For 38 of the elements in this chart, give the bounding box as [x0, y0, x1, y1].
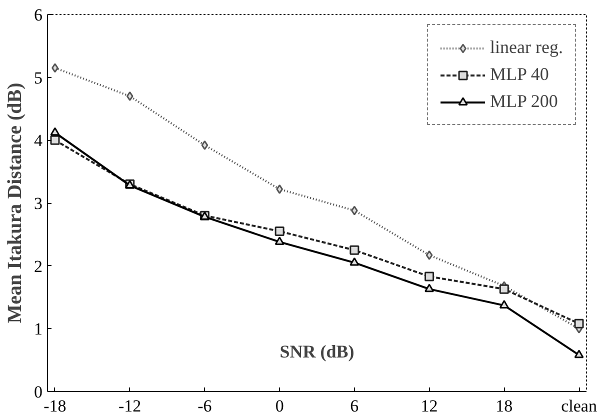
point — [276, 184, 283, 194]
point — [50, 135, 60, 145]
point — [201, 140, 208, 150]
y-tick-label: 2 — [34, 256, 42, 276]
legend-label: MLP 40 — [490, 64, 549, 85]
legend-label: linear reg. — [490, 37, 563, 58]
point — [574, 350, 584, 358]
legend-label: MLP 200 — [490, 91, 558, 112]
point — [351, 206, 358, 216]
y-axis-title: Mean Itakura Distance (dB) — [4, 82, 26, 324]
point — [274, 236, 284, 246]
y-tick-label: 0 — [34, 382, 42, 402]
point — [499, 300, 509, 308]
x-tick-label: 18 — [496, 396, 513, 416]
y-tick-label: 6 — [34, 6, 42, 24]
point — [126, 91, 134, 101]
x-axis-title: SNR (dB) — [280, 342, 354, 362]
y-tick-label: 1 — [34, 320, 42, 339]
point — [426, 250, 433, 260]
y-tick-label: 5 — [34, 68, 42, 88]
point — [350, 245, 360, 255]
x-tick-label: -6 — [198, 396, 212, 416]
point — [499, 284, 509, 294]
x-tick-label: clean — [561, 396, 598, 416]
point — [50, 127, 60, 136]
y-tick-label: 4 — [34, 131, 43, 150]
point — [424, 272, 434, 282]
point — [574, 318, 584, 328]
x-tick-label: 6 — [350, 396, 359, 416]
x-tick-label: 12 — [420, 396, 438, 416]
point — [274, 226, 284, 236]
x-tick-label: 0 — [275, 396, 284, 416]
point — [350, 257, 360, 266]
x-tick-label: -12 — [118, 396, 142, 416]
point — [424, 284, 434, 292]
x-tick-label: -18 — [44, 396, 66, 416]
point — [52, 63, 58, 73]
y-tick-label: 3 — [34, 194, 42, 213]
